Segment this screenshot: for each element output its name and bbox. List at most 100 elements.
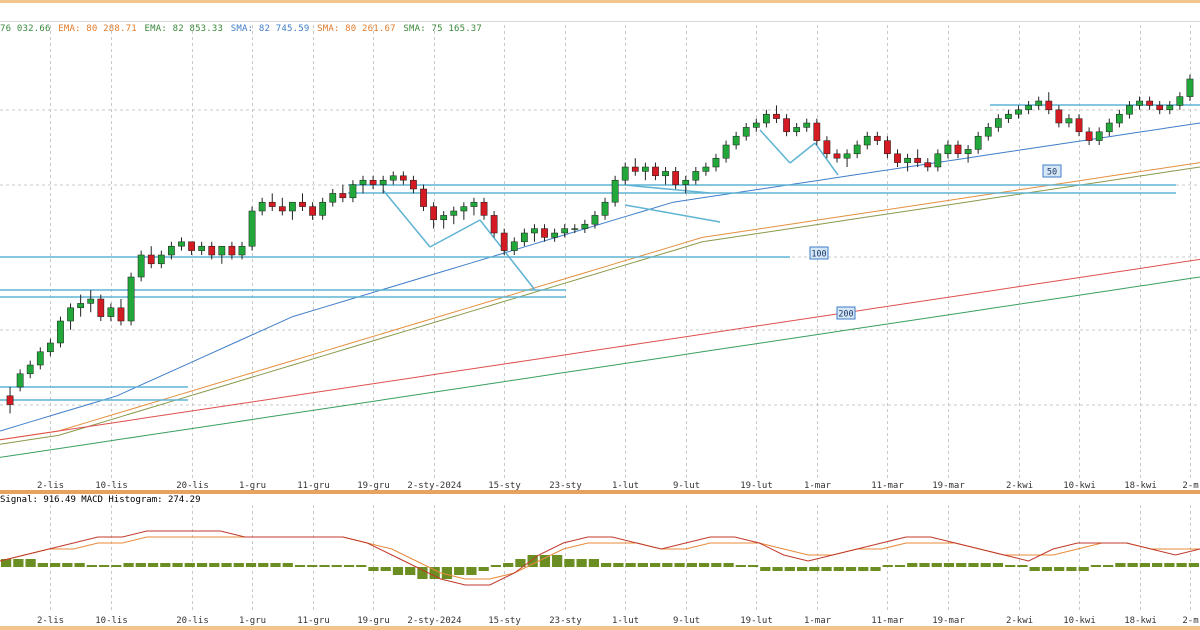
x-axis-tick-label: 19-mar (932, 481, 965, 490)
macd-x-tick-label: 19-lut (740, 616, 773, 625)
candle-body (722, 144, 730, 159)
x-axis-tick-label: 1-lut (612, 481, 639, 490)
macd-chart[interactable]: 2-lis 10-lis 20-lis 1-gru 11-gru 19-gru 2-sty-… (0, 505, 1200, 625)
macd-histogram-bar (674, 563, 685, 567)
macd-histogram-bar (1103, 565, 1114, 567)
macd-histogram-bar (907, 563, 918, 567)
candle-body (843, 153, 851, 159)
candle-body (863, 135, 871, 146)
x-axis-tick-label: 2-m (1182, 481, 1198, 490)
macd-histogram-bar (943, 563, 955, 567)
price-chart[interactable]: 2-lis 10-lis 20-lis 1-gru 11-gru 19-gru 2-sty-… (0, 25, 1200, 490)
candle-body (510, 241, 518, 251)
candle-body (1055, 109, 1063, 124)
pane-separator[interactable] (0, 490, 1200, 494)
x-axis-tick-label: 19-lut (740, 481, 773, 490)
candle-body (379, 179, 387, 185)
macd-histogram-bar (980, 563, 991, 567)
candle-body (541, 228, 548, 238)
candle-body (793, 127, 801, 133)
macd-x-tick-label: 1-mar (804, 616, 832, 625)
legend-item-price: 76 032.66 (0, 24, 51, 34)
macd-histogram-bar (270, 563, 281, 567)
candle-body (6, 395, 14, 405)
ma-period-label-text: 100 (811, 250, 826, 260)
price-indicator-legend: 76 032.66 EMA: 80 288.71 EMA: 82 853.33 … (0, 24, 484, 34)
legend-item-sma2: SMA: 80 261.67 (317, 24, 396, 34)
ma-olive-line (0, 166, 1200, 445)
candle-body (783, 118, 790, 133)
candle-body (1146, 100, 1153, 106)
macd-x-tick-label: 10-kwi (1063, 616, 1096, 625)
macd-x-tick-label: 20-lis (176, 616, 209, 625)
ma-50-line (0, 122, 1200, 432)
candle-body (531, 228, 538, 234)
x-axis-tick-label: 11-gru (297, 481, 330, 490)
candle-body (1126, 105, 1133, 115)
candle-body (581, 223, 589, 229)
candle-body (420, 188, 427, 207)
candle-body (470, 201, 478, 207)
macd-histogram-bar (49, 563, 61, 567)
candle-body (137, 254, 145, 278)
macd-histogram-bar (343, 565, 355, 567)
candle-body (1025, 105, 1032, 111)
candle-body (813, 122, 821, 141)
macd-histogram-bar (564, 559, 575, 567)
macd-histogram-bar (711, 563, 722, 567)
candle-body (1035, 100, 1043, 106)
candle-body (924, 162, 932, 168)
candle-body (349, 184, 357, 199)
macd-histogram-bar (796, 567, 808, 571)
pattern-line (759, 129, 791, 164)
candle-body (672, 171, 680, 185)
candle-body (974, 135, 982, 150)
candle-body (984, 127, 992, 137)
candle-body (520, 232, 528, 243)
x-axis-tick-label: 20-lis (176, 481, 209, 490)
candle-body (67, 307, 74, 322)
candle-body (773, 113, 780, 119)
candle-body (97, 298, 105, 317)
candle-body (611, 179, 619, 203)
candle-body (894, 153, 901, 163)
candle-body (853, 144, 861, 155)
macd-histogram-bar (613, 563, 624, 567)
legend-item-sma3: SMA: 75 165.37 (403, 24, 483, 34)
candle-body (77, 303, 85, 309)
candle-body (1005, 113, 1012, 119)
macd-histogram-bar (405, 567, 416, 575)
macd-histogram-bar (380, 567, 391, 571)
candle-body (642, 166, 649, 172)
candle-body (732, 135, 740, 146)
macd-histogram-bar (282, 563, 293, 567)
candle-body (410, 179, 417, 190)
x-axis-tick-label: 15-sty (488, 481, 521, 490)
candle-body (1105, 122, 1113, 133)
legend-item-ema2: EMA: 82 853.33 (144, 24, 224, 34)
ma-period-label: 50 (1042, 164, 1062, 178)
macd-histogram-bar (552, 555, 563, 567)
candle-body (309, 206, 316, 216)
macd-histogram-bar (833, 567, 844, 571)
macd-histogram-bar (331, 565, 342, 567)
macd-histogram-bar (356, 565, 367, 567)
macd-histogram-bar (515, 559, 526, 567)
macd-histogram-bar (147, 563, 159, 567)
candle-body (884, 140, 891, 155)
ma-green-line (0, 276, 1200, 458)
candle-body (621, 166, 629, 181)
macd-histogram-bar (37, 563, 48, 567)
macd-histogram-bar (441, 567, 453, 579)
candle-body (1115, 113, 1123, 124)
macd-histogram-bar (221, 563, 232, 567)
macd-histogram-bar (1188, 563, 1199, 567)
candle-body (117, 307, 125, 322)
macd-histogram-bar (172, 563, 183, 567)
candle-body (178, 241, 185, 247)
candle-body (218, 245, 226, 256)
macd-histogram-bar (539, 555, 551, 567)
candle-body (904, 157, 911, 163)
candle-body (752, 122, 760, 128)
macd-histogram-bar (858, 567, 869, 571)
